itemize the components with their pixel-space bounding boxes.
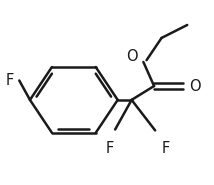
Text: F: F <box>6 73 14 88</box>
Text: F: F <box>162 141 170 156</box>
Text: O: O <box>126 49 138 64</box>
Text: O: O <box>189 78 201 94</box>
Text: F: F <box>106 141 114 156</box>
